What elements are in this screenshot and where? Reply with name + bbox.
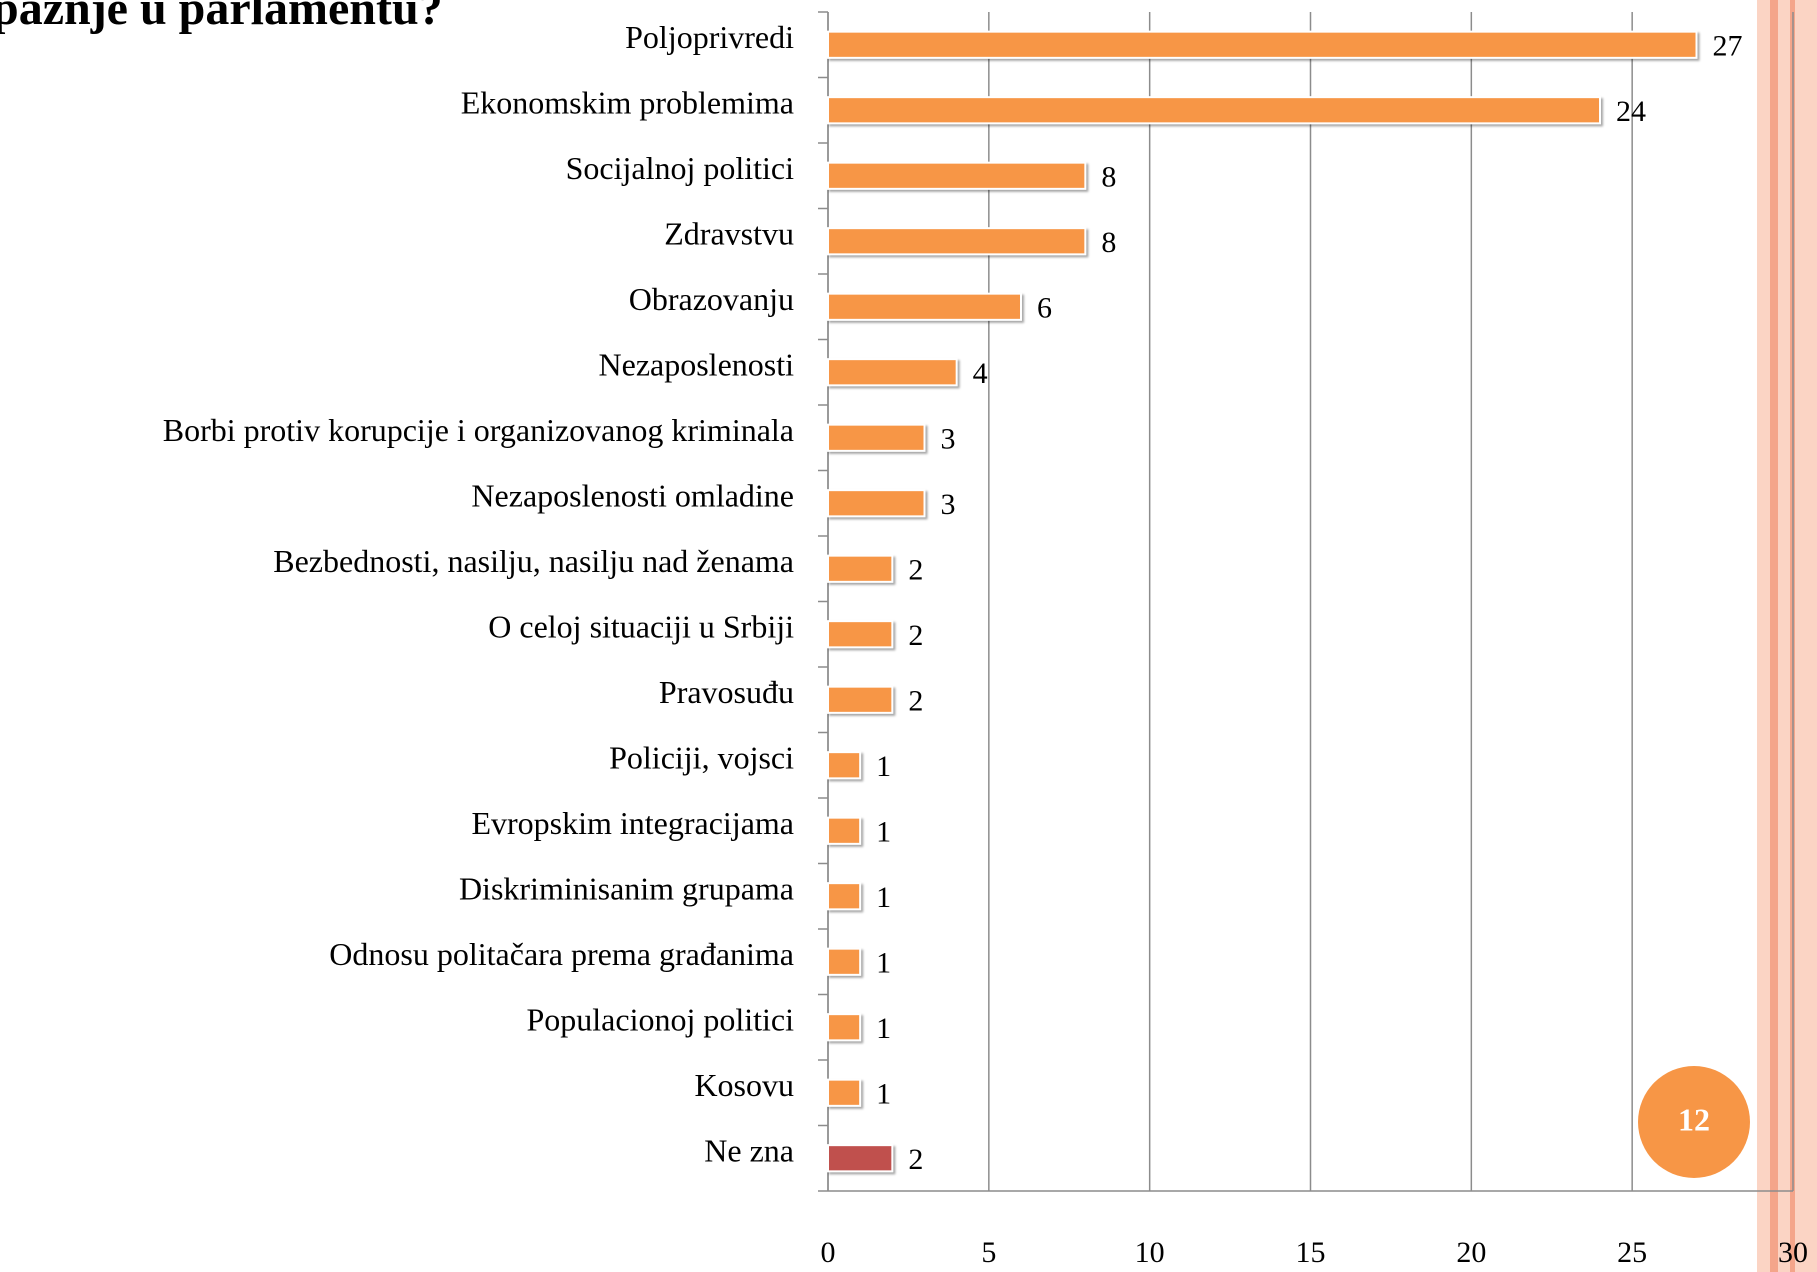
y-tick-label: Ne zna bbox=[704, 1133, 794, 1169]
x-tick-label: 25 bbox=[1617, 1236, 1647, 1269]
y-tick-label: Borbi protiv korupcije i organizovanog k… bbox=[163, 412, 794, 448]
bar bbox=[827, 423, 926, 452]
side-stripe bbox=[1770, 0, 1778, 1272]
bar bbox=[827, 751, 862, 780]
data-label: 2 bbox=[908, 1143, 923, 1176]
slide-title: pažnje u parlamentu? bbox=[0, 0, 443, 35]
y-tick-label: Odnosu politačara prema građanima bbox=[329, 936, 794, 972]
data-label: 24 bbox=[1616, 95, 1646, 128]
bar bbox=[827, 292, 1022, 321]
bar bbox=[827, 489, 926, 518]
data-label: 1 bbox=[876, 750, 891, 783]
side-stripe bbox=[1757, 0, 1817, 1272]
bar bbox=[827, 620, 894, 649]
data-label: 4 bbox=[973, 357, 988, 390]
y-tick-label: Populacionoj politici bbox=[526, 1002, 794, 1038]
bar bbox=[827, 358, 958, 387]
x-tick-label: 10 bbox=[1135, 1236, 1165, 1269]
bar bbox=[827, 1013, 862, 1042]
x-tick-label: 5 bbox=[981, 1236, 996, 1269]
y-tick-label: Ekonomskim problemima bbox=[461, 85, 794, 121]
data-label: 1 bbox=[876, 1012, 891, 1045]
x-tick-label: 30 bbox=[1778, 1236, 1808, 1269]
data-label: 3 bbox=[941, 488, 956, 521]
bar bbox=[827, 30, 1698, 59]
y-tick-label: Bezbednosti, nasilju, nasilju nad ženama bbox=[273, 543, 794, 579]
data-label: 1 bbox=[876, 816, 891, 849]
x-tick-label: 15 bbox=[1296, 1236, 1326, 1269]
y-tick-label: O celoj situaciji u Srbiji bbox=[488, 609, 794, 645]
y-tick-label: Diskriminisanim grupama bbox=[459, 871, 794, 907]
data-label: 1 bbox=[876, 1078, 891, 1111]
bar bbox=[827, 882, 862, 911]
data-label: 8 bbox=[1101, 161, 1116, 194]
page-badge bbox=[1638, 1066, 1750, 1178]
data-label: 2 bbox=[908, 554, 923, 587]
bar bbox=[827, 227, 1087, 256]
y-tick-label: Nezaposlenosti omladine bbox=[471, 478, 794, 514]
data-label: 3 bbox=[941, 423, 956, 456]
bar bbox=[827, 816, 862, 845]
x-tick-label: 20 bbox=[1456, 1236, 1486, 1269]
page-number: 12 bbox=[1678, 1101, 1710, 1137]
bar bbox=[827, 1078, 862, 1107]
y-tick-label: Nezaposlenosti bbox=[599, 347, 795, 383]
y-tick-label: Pravosuđu bbox=[659, 674, 794, 710]
data-label: 1 bbox=[876, 881, 891, 914]
data-label: 2 bbox=[908, 685, 923, 718]
bar bbox=[827, 1144, 894, 1173]
bar bbox=[827, 685, 894, 714]
y-tick-label: Zdravstvu bbox=[664, 216, 794, 252]
data-label: 2 bbox=[908, 619, 923, 652]
data-label: 27 bbox=[1713, 30, 1743, 63]
data-label: 6 bbox=[1037, 292, 1052, 325]
y-tick-label: Evropskim integracijama bbox=[471, 805, 794, 841]
y-tick-label: Poljoprivredi bbox=[625, 19, 794, 55]
bar bbox=[827, 161, 1087, 190]
data-label: 8 bbox=[1101, 226, 1116, 259]
y-tick-label: Policiji, vojsci bbox=[609, 740, 794, 776]
y-tick-label: Kosovu bbox=[694, 1067, 794, 1103]
data-label: 1 bbox=[876, 947, 891, 980]
bar bbox=[827, 947, 862, 976]
y-tick-label: Socijalnoj politici bbox=[566, 150, 795, 186]
bar bbox=[827, 554, 894, 583]
bar bbox=[827, 96, 1601, 125]
chart: 0 5 10 15 20 25 30 Poljoprivredi 27 Ekonomskim pr… bbox=[163, 11, 1808, 1269]
x-tick-label: 0 bbox=[821, 1236, 836, 1269]
y-tick-label: Obrazovanju bbox=[629, 281, 794, 317]
